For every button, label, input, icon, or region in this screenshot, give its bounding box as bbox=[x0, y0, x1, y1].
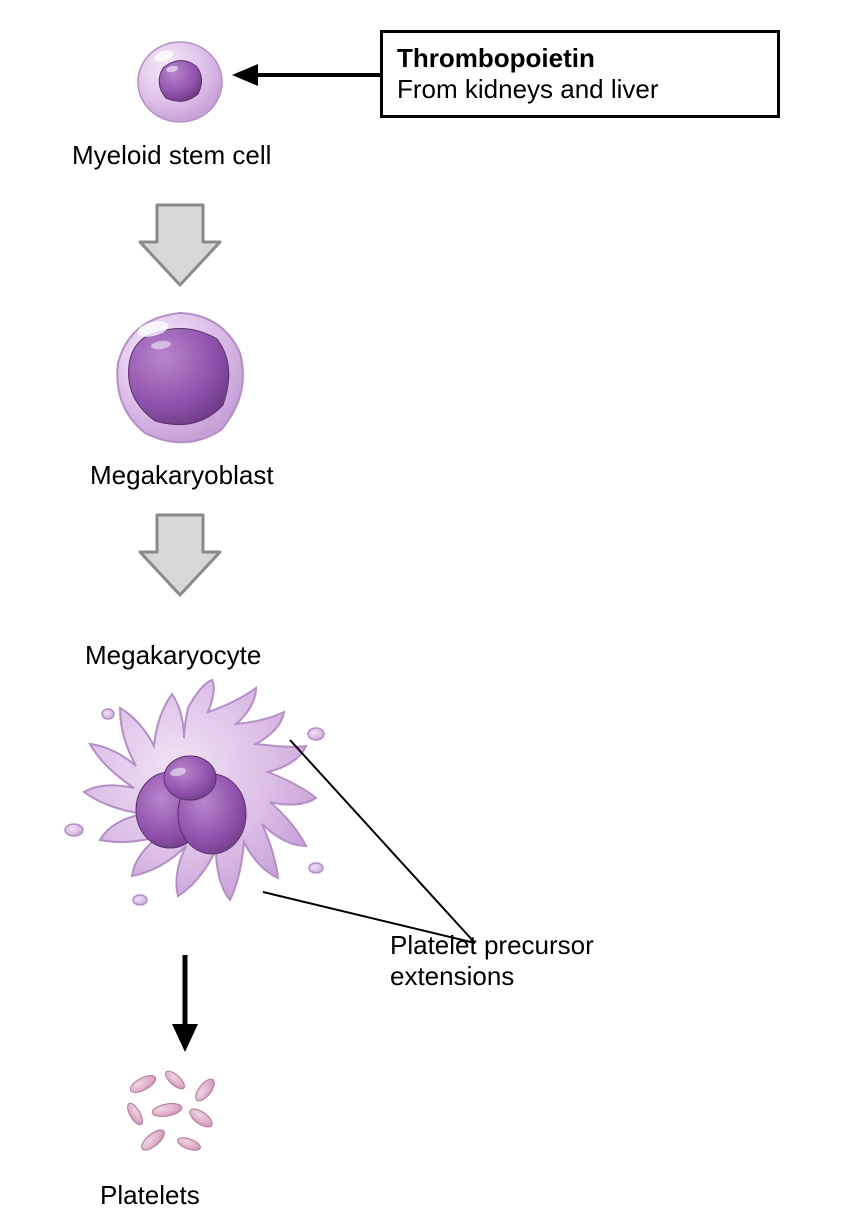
flow-arrow-3 bbox=[0, 0, 846, 1225]
platelets-label: Platelets bbox=[100, 1180, 200, 1211]
platelets bbox=[105, 1060, 245, 1170]
